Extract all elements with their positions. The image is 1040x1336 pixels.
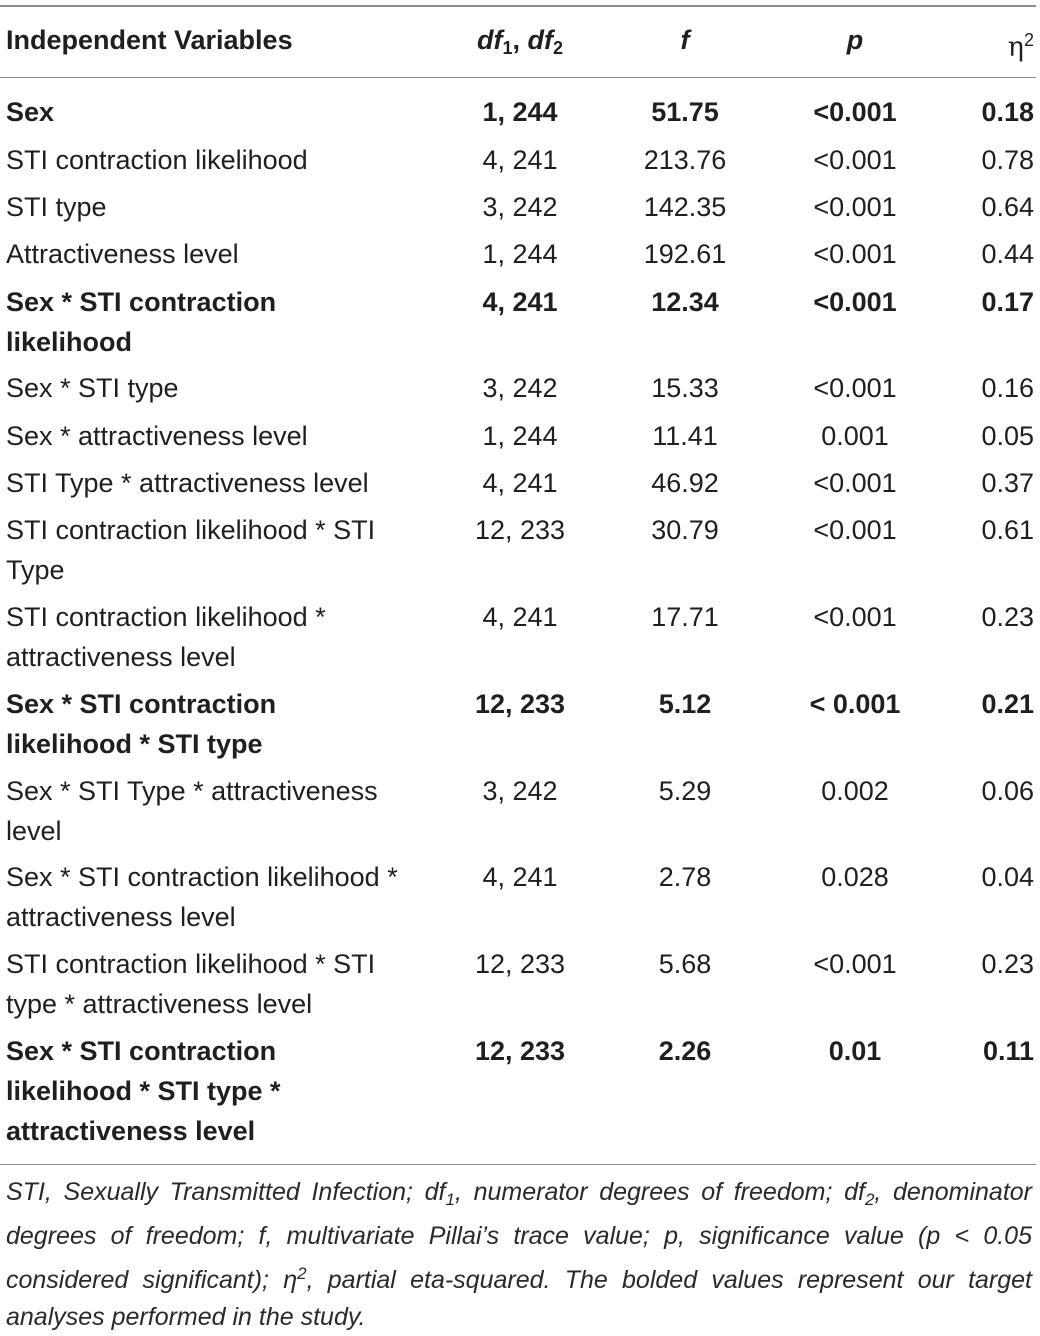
row-variable-name: Sex * STI contraction likelihood * attra… <box>6 862 398 932</box>
row-p-value: <0.001 <box>813 949 897 979</box>
row-df: 1, 244 <box>482 97 558 127</box>
row-eta-squared: 0.37 <box>981 468 1034 498</box>
row-eta-squared: 0.64 <box>981 192 1034 222</box>
row-variable-name: STI Type * attractiveness level <box>6 468 369 498</box>
header-f-label: f <box>680 25 690 55</box>
footnote-sub2: 2 <box>864 1190 875 1209</box>
row-variable-name: STI contraction likelihood * attractiven… <box>6 602 326 672</box>
row-variable-name: Sex * STI Type * attractiveness level <box>6 776 378 846</box>
row-eta-squared: 0.16 <box>981 373 1034 403</box>
row-variable-name: Sex * STI contraction likelihood <box>6 287 277 357</box>
table-top-rule <box>0 5 1036 7</box>
row-f-value: 2.78 <box>658 862 712 892</box>
table-footnote: STI, Sexually Transmitted Infection; df1… <box>6 1174 1032 1336</box>
row-eta-squared: 0.21 <box>981 689 1034 719</box>
header-df-separator: , <box>512 25 528 55</box>
row-f-value: 30.79 <box>651 515 719 545</box>
footnote-part2: , numerator degrees of freedom; df <box>454 1178 865 1206</box>
row-f-value: 11.41 <box>652 421 718 451</box>
row-p-value: <0.001 <box>813 287 897 317</box>
footnote-sub1: 1 <box>445 1190 455 1209</box>
row-p-value: <0.001 <box>813 373 897 403</box>
row-variable-name: STI contraction likelihood <box>6 145 308 175</box>
footnote-sup1: 2 <box>297 1264 307 1283</box>
table-header-rule <box>0 77 1036 78</box>
row-df: 4, 241 <box>482 862 558 892</box>
row-p-value: 0.028 <box>821 862 889 892</box>
header-f: f <box>620 22 750 58</box>
row-f-value: 5.29 <box>658 776 712 806</box>
row-p-value: 0.01 <box>828 1036 882 1066</box>
row-variable-name: Sex * STI contraction likelihood * STI t… <box>6 1036 281 1146</box>
row-df: 12, 233 <box>474 689 566 719</box>
footnote-part1: STI, Sexually Transmitted Infection; df <box>6 1178 446 1206</box>
row-eta-squared: 0.11 <box>982 1036 1034 1066</box>
row-eta-squared: 0.06 <box>981 776 1034 806</box>
row-variable-name: Sex <box>6 97 55 127</box>
row-p-value: < 0.001 <box>809 689 901 719</box>
header-independent-variables: Independent Variables <box>6 25 293 55</box>
row-f-value: 51.75 <box>651 97 719 127</box>
row-p-value: <0.001 <box>813 468 897 498</box>
row-f-value: 213.76 <box>643 145 727 175</box>
row-variable-name: Sex * attractiveness level <box>6 421 308 451</box>
row-f-value: 5.68 <box>658 949 712 979</box>
row-f-value: 12.34 <box>651 287 719 317</box>
row-p-value: <0.001 <box>813 145 897 175</box>
row-variable-name: Attractiveness level <box>6 239 239 269</box>
row-f-value: 46.92 <box>651 468 719 498</box>
row-df: 12, 233 <box>474 949 566 979</box>
row-f-value: 15.33 <box>651 373 719 403</box>
row-df: 4, 241 <box>482 468 558 498</box>
header-degrees-of-freedom: df1, df2 <box>440 22 600 66</box>
row-eta-squared: 0.17 <box>981 287 1034 317</box>
row-p-value: <0.001 <box>813 239 897 269</box>
row-eta-squared: 0.23 <box>981 602 1034 632</box>
row-eta-squared: 0.04 <box>981 862 1034 892</box>
row-df: 1, 244 <box>482 421 558 451</box>
row-p-value: 0.001 <box>821 421 889 451</box>
row-df: 4, 241 <box>482 145 558 175</box>
row-p-value: <0.001 <box>813 602 897 632</box>
row-df: 12, 233 <box>474 515 566 545</box>
header-p-label: p <box>846 25 864 55</box>
row-df: 1, 244 <box>482 239 558 269</box>
row-variable-name: STI contraction likelihood * STI type * … <box>6 949 376 1019</box>
row-eta-squared: 0.44 <box>981 239 1034 269</box>
row-df: 3, 242 <box>482 373 558 403</box>
row-p-value: <0.001 <box>813 97 897 127</box>
row-eta-squared: 0.05 <box>981 421 1034 451</box>
row-df: 3, 242 <box>482 776 558 806</box>
header-p: p <box>790 22 920 58</box>
row-p-value: 0.002 <box>821 776 889 806</box>
row-f-value: 142.35 <box>643 192 727 222</box>
row-eta-squared: 0.23 <box>981 949 1034 979</box>
row-f-value: 17.71 <box>651 602 719 632</box>
row-eta-squared: 0.78 <box>981 145 1034 175</box>
row-f-value: 2.26 <box>658 1036 712 1066</box>
row-eta-squared: 0.18 <box>981 97 1034 127</box>
row-df: 3, 242 <box>482 192 558 222</box>
row-df: 12, 233 <box>474 1036 566 1066</box>
row-variable-name: STI type <box>6 192 107 222</box>
header-eta-symbol: η <box>1007 32 1024 63</box>
row-f-value: 5.12 <box>658 689 712 719</box>
header-df2-sub: 2 <box>552 38 563 58</box>
row-p-value: <0.001 <box>813 515 897 545</box>
row-df: 4, 241 <box>482 287 558 317</box>
row-variable-name: STI contraction likelihood * STI Type <box>6 515 376 585</box>
header-eta-squared: η2 <box>960 22 1034 66</box>
row-variable-name: Sex * STI type <box>6 373 179 403</box>
row-df: 4, 241 <box>482 602 558 632</box>
header-eta-sup: 2 <box>1023 30 1034 50</box>
row-eta-squared: 0.61 <box>981 515 1034 545</box>
header-df2-base: df <box>527 25 553 55</box>
row-variable-name: Sex * STI contraction likelihood * STI t… <box>6 689 277 759</box>
row-f-value: 192.61 <box>643 239 727 269</box>
header-df1-sub: 1 <box>502 38 513 58</box>
footnote-part3: , denominator degrees of freedom; f, mul… <box>6 1178 1033 1294</box>
header-df1-base: df <box>476 25 503 55</box>
table-bottom-rule <box>0 1164 1036 1165</box>
row-p-value: <0.001 <box>813 192 897 222</box>
